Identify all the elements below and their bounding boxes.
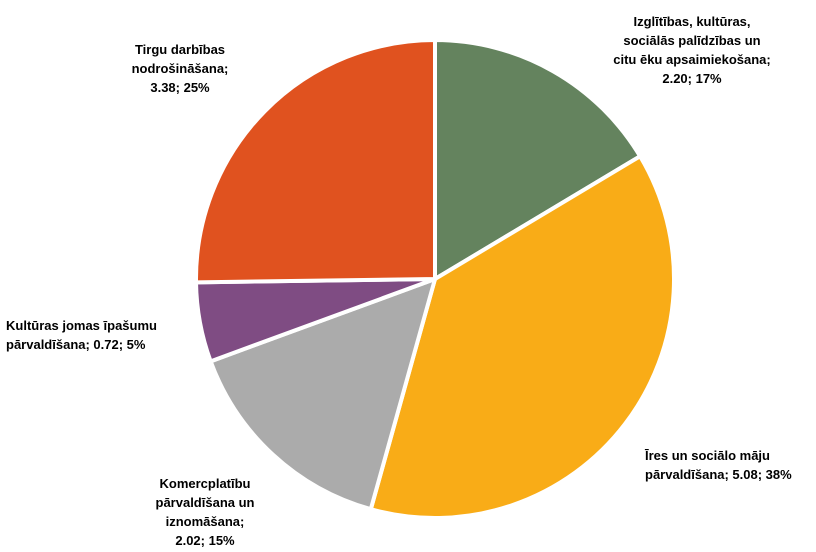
slice-label-commercial-premises: Komercplatību pārvaldīšana un iznomāšana… (155, 476, 255, 548)
slice-label-rental-social-housing: Īres un sociālo māju pārvaldīšana; 5.08;… (645, 448, 792, 482)
slice-label-market-operations: Tirgu darbības nodrošināšana; 3.38; 25% (131, 42, 229, 95)
slice-label-education-culture-buildings: Izglītības, kultūras, sociālās palīdzība… (613, 14, 771, 86)
slice-label-culture-properties: Kultūras jomas īpašumu pārvaldīšana; 0.7… (6, 318, 157, 352)
slice-commercial-premises (208, 277, 437, 512)
slice-market-operations (194, 38, 437, 285)
slice-rental-social-housing (368, 154, 676, 520)
slice-education-culture-buildings (433, 38, 643, 281)
